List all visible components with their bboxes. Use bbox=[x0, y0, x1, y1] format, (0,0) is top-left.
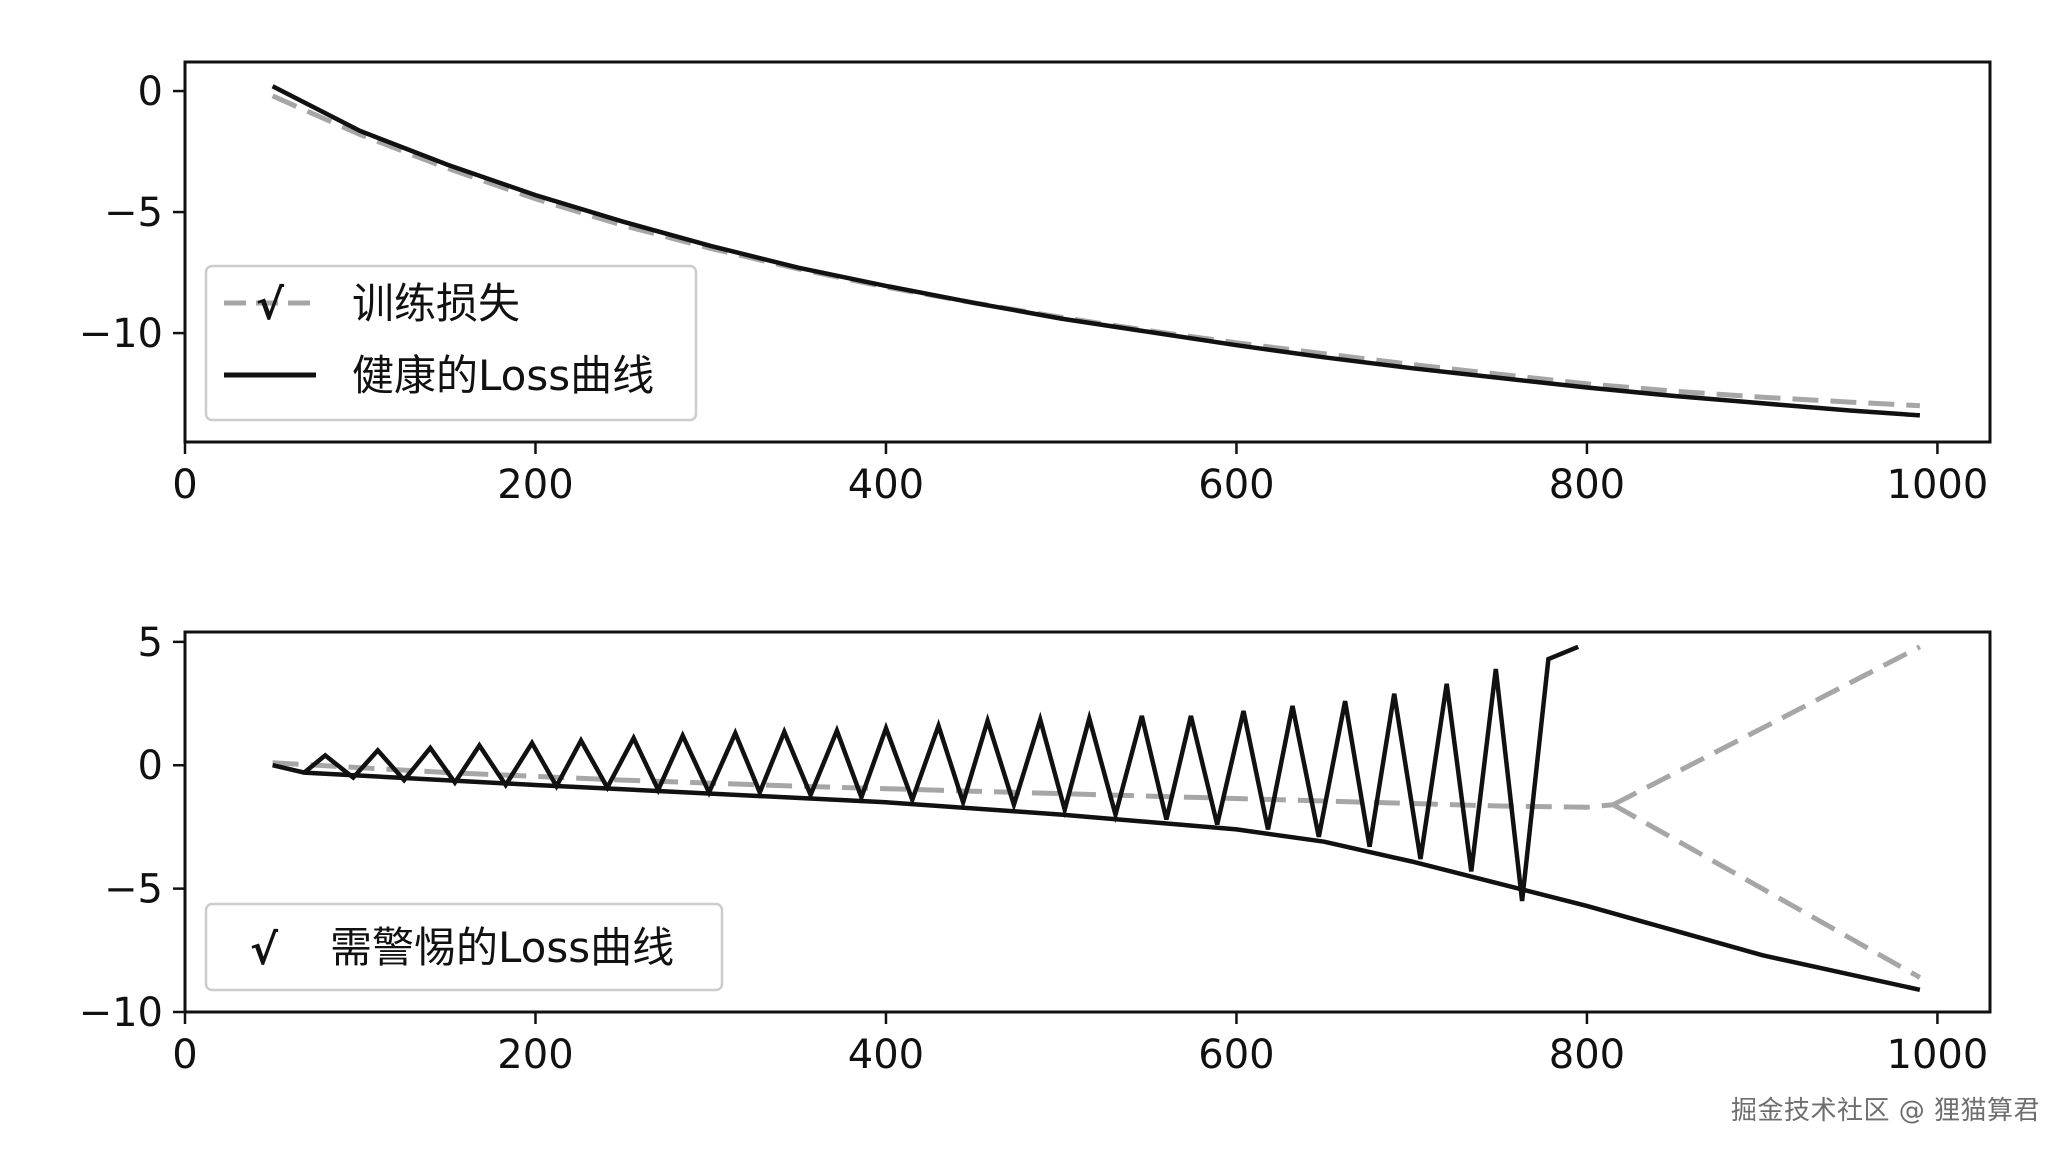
axes-frame bbox=[183, 60, 1992, 444]
x-tick-label: 1000 bbox=[1887, 1032, 1989, 1078]
x-tick-label: 200 bbox=[497, 1032, 573, 1078]
legend-label: 需警惕的Loss曲线 bbox=[330, 923, 674, 972]
series-line-4 bbox=[302, 644, 1580, 902]
series-line-3 bbox=[272, 763, 1921, 992]
x-tick-label: 400 bbox=[848, 1032, 924, 1078]
x-tick-label: 0 bbox=[172, 1032, 197, 1078]
y-tick-label: −10 bbox=[79, 990, 163, 1036]
x-tick-label: 0 bbox=[172, 462, 197, 508]
legend-check-icon: √ bbox=[250, 925, 279, 974]
axes-frame bbox=[183, 630, 1992, 1014]
legend: √ 需警惕的Loss曲线 bbox=[204, 902, 724, 992]
series-line-2 bbox=[1611, 802, 1922, 980]
x-tick-label: 800 bbox=[1549, 462, 1625, 508]
watermark: 掘金技术社区 @ 狸猫算君 bbox=[1730, 1096, 2040, 1126]
legend-label: 训练损失 bbox=[352, 279, 520, 328]
y-tick-label: 0 bbox=[138, 69, 163, 115]
x-tick-label: 400 bbox=[848, 462, 924, 508]
x-tick-label: 200 bbox=[497, 462, 573, 508]
legend-label: 健康的Loss曲线 bbox=[352, 351, 654, 400]
series-line-0 bbox=[272, 760, 1614, 810]
series-line-0 bbox=[271, 93, 1921, 409]
y-tick-label: 5 bbox=[138, 620, 163, 666]
series-line-1 bbox=[1612, 644, 1922, 807]
legend-check-icon: √ bbox=[256, 280, 285, 329]
series-line-1 bbox=[271, 84, 1921, 418]
legend-box bbox=[204, 902, 724, 992]
y-tick-label: −5 bbox=[104, 867, 163, 913]
y-tick-label: 0 bbox=[138, 743, 163, 789]
y-tick-label: −10 bbox=[79, 311, 163, 357]
y-tick-label: −5 bbox=[104, 190, 163, 236]
legend-box bbox=[204, 264, 698, 422]
x-tick-label: 800 bbox=[1549, 1032, 1625, 1078]
x-tick-label: 600 bbox=[1198, 462, 1274, 508]
x-tick-label: 1000 bbox=[1887, 462, 1989, 508]
x-tick-label: 600 bbox=[1198, 1032, 1274, 1078]
bottom-chart: 0 200 400 600 800 1000 5 0 −5 −10 √ 需警惕的Loss曲线 bbox=[79, 620, 1992, 1078]
